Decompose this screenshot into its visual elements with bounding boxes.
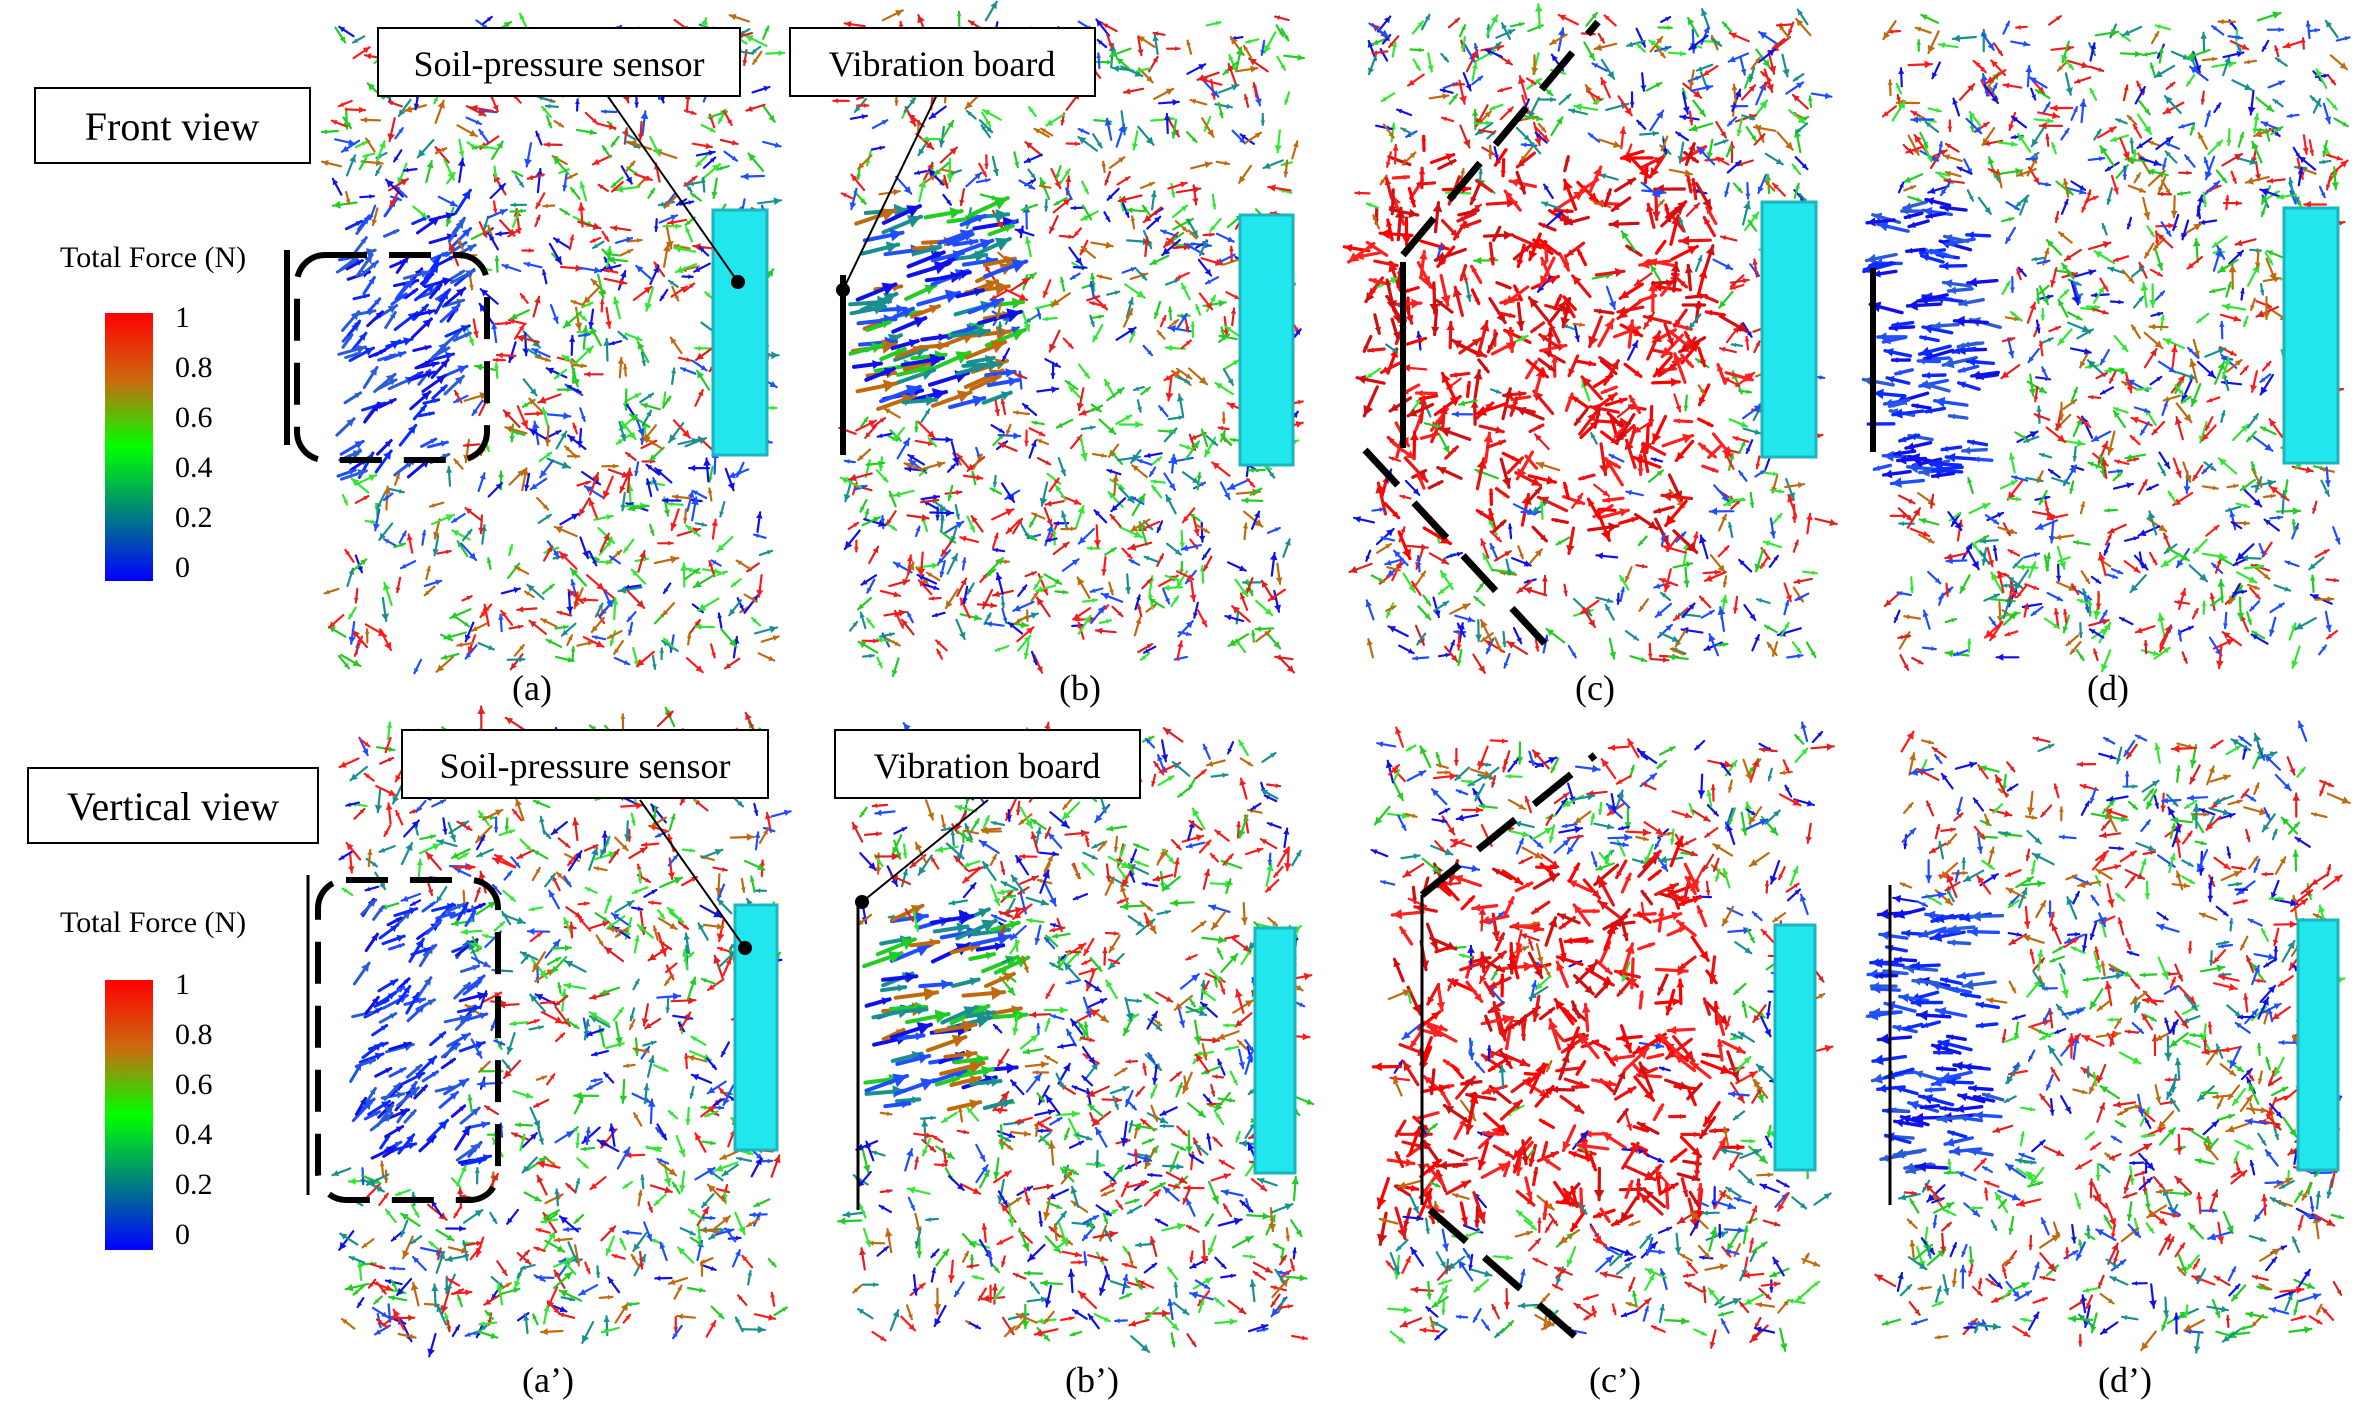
callout-label: Soil-pressure sensor <box>440 746 731 786</box>
soil-pressure-sensor <box>2296 918 2340 1172</box>
panel-a: Soil-pressure sensor (a) <box>284 12 786 708</box>
callout-box <box>834 729 1141 799</box>
panel-b-prime: Vibration board (b’) <box>834 721 1315 1400</box>
legend-tick: 0.8 <box>175 351 213 384</box>
callout-leader <box>861 799 989 903</box>
callout-leader <box>842 77 946 291</box>
dashed-region <box>315 877 501 1203</box>
failure-line <box>1362 447 1563 663</box>
view-label: Vertical view <box>67 784 279 829</box>
legend-title: Total Force (N) <box>60 906 246 939</box>
panel-caption: (d’) <box>2098 1360 2152 1400</box>
failure-line <box>1419 752 1598 898</box>
soil-pressure-sensor <box>1773 923 1817 1172</box>
panel-c-prime: (c’) <box>1370 721 1835 1400</box>
failure-line <box>1400 19 1601 258</box>
legend-tick: 0.6 <box>175 1068 213 1101</box>
row-vertical: Vertical view Total Force (N) 1 0.8 0.6 … <box>27 705 2351 1400</box>
callout-box <box>789 27 1096 97</box>
callout-leader <box>639 799 746 949</box>
callout-box <box>401 729 769 799</box>
color-legend: Total Force (N) 1 0.8 0.6 0.4 0.2 0 <box>60 241 246 584</box>
legend-tick: 0.2 <box>175 501 213 534</box>
soil-pressure-sensor <box>711 208 769 457</box>
panel-caption: (a) <box>512 668 552 708</box>
legend-tick: 0.8 <box>175 1018 213 1051</box>
legend-colorbar <box>105 980 153 1250</box>
legend-tick: 1 <box>175 968 190 1001</box>
legend-tick: 0.4 <box>175 451 213 484</box>
callout-label: Vibration board <box>829 44 1056 84</box>
view-label: Front view <box>85 104 260 149</box>
particle-field <box>837 721 1315 1354</box>
failure-line <box>1427 1207 1588 1348</box>
legend-tick: 0 <box>175 551 190 584</box>
soil-pressure-sensor <box>2282 206 2340 465</box>
soil-pressure-sensor <box>1238 213 1295 467</box>
legend-tick: 0.6 <box>175 401 213 434</box>
panel-d: (d) <box>1861 11 2351 708</box>
particle-field <box>1865 720 2351 1354</box>
panel-caption: (b) <box>1059 668 1101 708</box>
panel-caption: (c’) <box>1589 1360 1641 1400</box>
view-label-box: Front view <box>34 87 311 164</box>
row-front: Front view Total Force (N) 1 0.8 0.6 0.4… <box>34 0 2351 708</box>
color-legend: Total Force (N) 1 0.8 0.6 0.4 0.2 0 <box>60 906 246 1251</box>
particle-field <box>1370 721 1835 1352</box>
panel-caption: (a’) <box>522 1360 574 1400</box>
particle-field <box>1861 11 2351 673</box>
callout-dot <box>731 275 745 289</box>
panel-a-prime: Soil-pressure sensor (a’) <box>306 705 792 1400</box>
panel-caption: (c) <box>1575 668 1615 708</box>
soil-pressure-sensor <box>1760 200 1818 459</box>
legend-tick: 1 <box>175 301 190 334</box>
particle-field <box>331 705 792 1358</box>
legend-tick: 0.4 <box>175 1118 213 1151</box>
legend-colorbar <box>105 313 153 581</box>
panel-caption: (b’) <box>1065 1360 1119 1400</box>
panel-caption: (d) <box>2087 668 2129 708</box>
callout-label: Vibration board <box>874 746 1101 786</box>
callout-box <box>377 27 741 97</box>
dashed-region <box>294 252 490 463</box>
callout-dot <box>738 941 752 955</box>
view-label-box: Vertical view <box>27 767 319 844</box>
legend-tick: 0 <box>175 1218 190 1251</box>
panel-d-prime: (d’) <box>1865 720 2351 1400</box>
soil-pressure-sensor <box>1253 926 1297 1175</box>
particle-field <box>832 0 1306 678</box>
panel-b: Vibration board (b) <box>789 0 1306 708</box>
callout-label: Soil-pressure sensor <box>414 44 705 84</box>
panel-c: (c) <box>1342 3 1838 708</box>
callout-leader <box>594 77 739 283</box>
legend-tick: 0.2 <box>175 1168 213 1201</box>
legend-title: Total Force (N) <box>60 241 246 274</box>
